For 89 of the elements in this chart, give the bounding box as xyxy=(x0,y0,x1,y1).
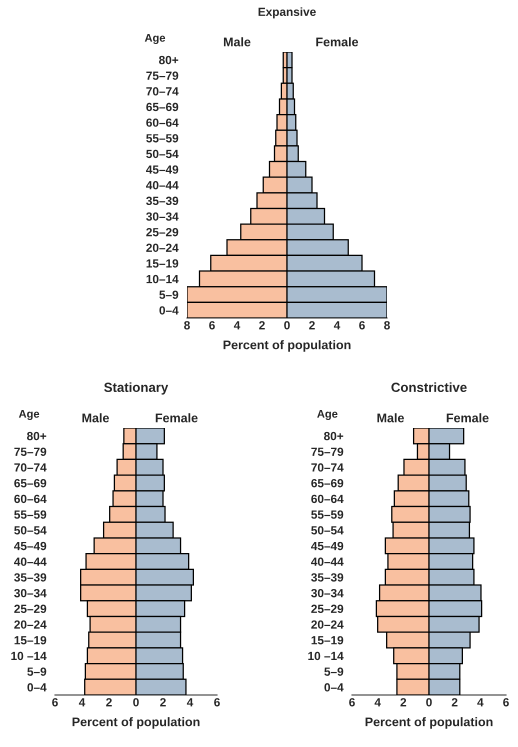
x-axis-title: Percent of population xyxy=(366,717,492,729)
x-tick-label: 6 xyxy=(209,321,215,330)
x-tick-label: 4 xyxy=(477,698,484,706)
y-tick-label: 75–79 xyxy=(146,72,178,80)
y-tick-label: 50–54 xyxy=(311,526,344,534)
y-tick-label: 80+ xyxy=(27,432,46,440)
y-tick-label: 35–39 xyxy=(311,573,344,582)
y-tick-label: 70–74 xyxy=(311,463,344,472)
y-tick-label: 5–9 xyxy=(324,667,344,676)
y-tick-label: 75–79 xyxy=(14,448,46,456)
x-tick-label: 6 xyxy=(359,321,365,330)
y-tick-label: 45–49 xyxy=(146,165,178,174)
y-tick-label: 60–64 xyxy=(146,118,179,127)
y-tick-label: 20–24 xyxy=(146,244,179,252)
x-tick-label: 0 xyxy=(133,698,139,706)
y-tick-label: 65–69 xyxy=(14,479,46,488)
chart-title: Expansive xyxy=(258,7,316,18)
y-tick-label: 30–34 xyxy=(311,588,344,598)
y-tick-label: 35–39 xyxy=(146,196,178,206)
x-tick-label: 0 xyxy=(284,321,290,330)
y-tick-label: 20–24 xyxy=(14,620,47,629)
x-tick-label: 4 xyxy=(234,321,240,330)
y-tick-label: 25–29 xyxy=(146,228,178,236)
series-label: Female xyxy=(316,37,358,46)
y-tick-label: 45–49 xyxy=(311,542,344,550)
text: Male xyxy=(224,37,250,46)
y-tick-label: 50–54 xyxy=(146,150,179,158)
y-tick-label: 5–9 xyxy=(27,667,46,676)
chart-title: Stationary xyxy=(104,382,168,395)
x-tick-label: 6 xyxy=(52,698,58,706)
y-tick-label: 25–29 xyxy=(14,604,46,614)
y-tick-label: 80+ xyxy=(324,432,344,440)
y-tick-label: 55–59 xyxy=(14,510,46,519)
y-tick-label: 0–4 xyxy=(159,306,179,315)
y-tick-label: 50–54 xyxy=(14,526,47,534)
y-tick-label: 40–44 xyxy=(146,181,179,190)
y-tick-label: 15–19 xyxy=(146,259,178,268)
series-label: Male xyxy=(82,413,109,422)
y-tick-label: 0–4 xyxy=(27,683,47,692)
y-tick-label: 10–14 xyxy=(146,274,179,284)
y-tick-label: 40–44 xyxy=(311,558,344,566)
x-tick-label: 2 xyxy=(259,321,265,330)
x-axis-title: Percent of population xyxy=(224,340,350,352)
y-tick-label: 35–39 xyxy=(14,573,46,582)
y-tick-label: 30–34 xyxy=(14,588,47,598)
x-tick-label: 8 xyxy=(184,321,190,330)
y-tick-label: 25–29 xyxy=(311,604,344,614)
series-label: Female xyxy=(446,413,489,422)
y-tick-label: 55–59 xyxy=(146,134,178,142)
y-axis-title: Age xyxy=(144,34,166,44)
y-tick-label: 0–4 xyxy=(324,683,344,692)
y-tick-label: 70–74 xyxy=(146,87,179,96)
y-tick-label: 55–59 xyxy=(311,510,344,519)
series-label: Male xyxy=(377,413,404,422)
y-tick-label: 15–19 xyxy=(14,636,46,644)
y-tick-label: 65–69 xyxy=(146,102,178,112)
y-tick-label: 75–79 xyxy=(311,448,344,456)
x-tick-label: 0 xyxy=(426,698,432,706)
y-tick-label: 5–9 xyxy=(159,290,178,299)
series-label: Female xyxy=(156,413,198,422)
y-axis-title: Age xyxy=(317,410,338,420)
y-tick-label: 45–49 xyxy=(14,542,46,550)
x-tick-label: 6 xyxy=(214,698,220,706)
x-tick-label: 6 xyxy=(503,698,509,706)
x-tick-label: 8 xyxy=(384,321,390,330)
y-tick-label: 40–44 xyxy=(14,558,47,566)
x-tick-label: 6 xyxy=(349,698,355,706)
y-tick-label: 65–69 xyxy=(311,479,344,488)
y-tick-label: 70–74 xyxy=(14,463,47,472)
y-tick-label: 10 –14 xyxy=(308,652,344,660)
y-tick-label: 20–24 xyxy=(311,620,344,629)
x-tick-label: 2 xyxy=(452,698,458,706)
x-tick-label: 2 xyxy=(309,321,315,330)
x-tick-label: 2 xyxy=(160,698,166,706)
y-tick-label: 10 –14 xyxy=(11,652,47,660)
x-tick-label: 2 xyxy=(400,698,406,706)
y-tick-label: 30–34 xyxy=(146,212,179,221)
y-tick-label: 60–64 xyxy=(14,494,47,504)
chart-title: Constrictive xyxy=(391,382,467,392)
y-axis-title: Age xyxy=(18,410,40,420)
y-tick-label: 15–19 xyxy=(312,636,344,644)
x-axis-title: Percent of population xyxy=(72,717,200,729)
x-tick-label: 2 xyxy=(106,698,112,706)
y-tick-label: 80+ xyxy=(159,56,178,64)
x-tick-label: 4 xyxy=(186,698,194,706)
x-tick-label: 4 xyxy=(78,698,86,706)
y-tick-label: 60–64 xyxy=(311,494,344,504)
x-tick-label: 4 xyxy=(374,698,381,706)
x-tick-label: 4 xyxy=(334,321,340,330)
